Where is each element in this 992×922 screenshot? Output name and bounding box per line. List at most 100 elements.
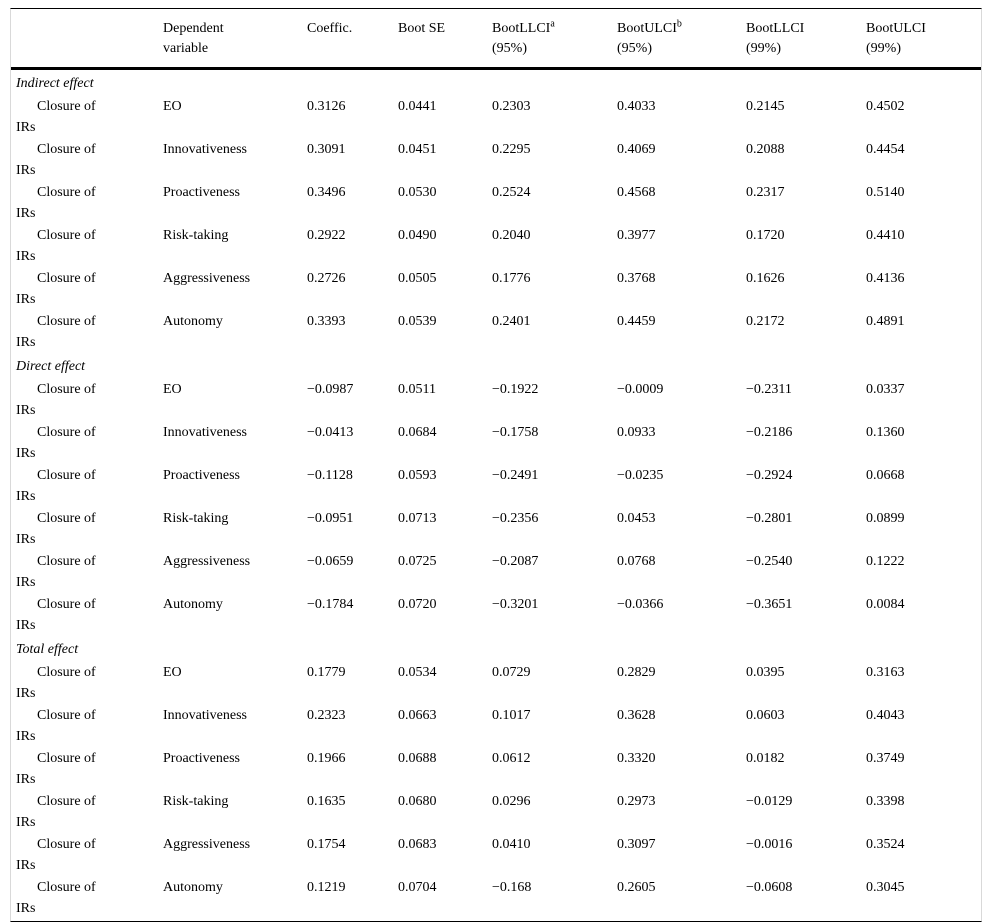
predictor-cell: Closure of IRs	[16, 880, 96, 916]
predictor-cell: Closure of IRs	[16, 554, 96, 590]
dependent-variable-cell: Innovativeness	[163, 142, 247, 157]
dependent-variable-cell: Autonomy	[163, 880, 223, 895]
bootulci-95-value: −0.0235	[617, 468, 664, 483]
section-header-row: Total effect	[11, 636, 981, 661]
dependent-variable-cell: Innovativeness	[163, 708, 247, 723]
bootllci-99-value: −0.0129	[746, 794, 793, 809]
predictor-cell: Closure of IRs	[16, 708, 96, 744]
column-header-ci-level: (99%)	[866, 41, 901, 56]
bootulci-95-value: −0.0009	[617, 382, 664, 397]
bootllci-99-value: −0.0608	[746, 880, 793, 895]
column-header-ci-level: (99%)	[746, 41, 781, 56]
predictor-cell: Closure of IRs	[16, 511, 96, 547]
bootllci-99-value: −0.2311	[746, 382, 792, 397]
section-label: Indirect effect	[16, 76, 94, 91]
bootllci-95-value: 0.2401	[492, 314, 531, 329]
table-row: Closure of IRs Proactiveness 0.3496 0.0530 0…	[11, 181, 981, 224]
bootllci-95-value: −0.1922	[492, 382, 539, 397]
column-header-bootllci-95: BootLLCIa (95%)	[487, 9, 612, 70]
bootllci-99-value: 0.2145	[746, 99, 785, 114]
coefficient-value: 0.1754	[307, 837, 346, 852]
bootulci-95-value: 0.3628	[617, 708, 656, 723]
coefficient-value: 0.2726	[307, 271, 346, 286]
bootulci-99-value: 0.3398	[866, 794, 905, 809]
bootulci-95-value: 0.3320	[617, 751, 656, 766]
predictor-cell: Closure of IRs	[16, 142, 96, 178]
bootulci-95-value: 0.4033	[617, 99, 656, 114]
table-row: Closure of IRs Aggressiveness 0.1754 0.0683…	[11, 833, 981, 876]
boot-se-value: 0.0680	[398, 794, 437, 809]
predictor-cell: Closure of IRs	[16, 228, 96, 264]
coefficient-value: 0.2323	[307, 708, 346, 723]
boot-se-value: 0.0713	[398, 511, 437, 526]
bootulci-99-value: 0.3163	[866, 665, 905, 680]
bootllci-99-value: 0.0603	[746, 708, 785, 723]
bootulci-99-value: 0.1222	[866, 554, 905, 569]
bootulci-99-value: 0.4891	[866, 314, 905, 329]
boot-se-value: 0.0704	[398, 880, 437, 895]
table-row: Closure of IRs Proactiveness −0.1128 0.0593…	[11, 464, 981, 507]
header-row: Dependent variable Coeffic. Boot SE Boot…	[11, 9, 981, 70]
bootllci-99-value: −0.2186	[746, 425, 793, 440]
dependent-variable-cell: EO	[163, 99, 182, 114]
column-header-bootulci-95: BootULCIb (95%)	[612, 9, 741, 70]
coefficient-value: 0.1219	[307, 880, 346, 895]
column-header-label: Coeffic.	[307, 21, 353, 36]
boot-se-value: 0.0511	[398, 382, 436, 397]
column-header-label: Boot SE	[398, 21, 446, 36]
bootulci-99-value: 0.0668	[866, 468, 905, 483]
boot-se-value: 0.0683	[398, 837, 437, 852]
column-header-label: Dependent variable	[163, 21, 224, 56]
bootulci-95-value: 0.0453	[617, 511, 656, 526]
table-row: Closure of IRs Autonomy 0.1219 0.0704 −0.168…	[11, 876, 981, 921]
bootllci-95-value: 0.0410	[492, 837, 531, 852]
dependent-variable-cell: EO	[163, 382, 182, 397]
column-header-label: BootLLCI	[746, 21, 805, 36]
bootulci-95-value: 0.0768	[617, 554, 656, 569]
dependent-variable-cell: Risk-taking	[163, 794, 229, 809]
coefficient-value: 0.1779	[307, 665, 346, 680]
boot-se-value: 0.0451	[398, 142, 437, 157]
boot-se-value: 0.0684	[398, 425, 437, 440]
effects-table-frame: Dependent variable Coeffic. Boot SE Boot…	[10, 8, 982, 922]
predictor-cell: Closure of IRs	[16, 794, 96, 830]
coefficient-value: −0.0951	[307, 511, 354, 526]
column-header-label: BootULCI	[617, 21, 677, 36]
table-row: Closure of IRs Aggressiveness 0.2726 0.0505…	[11, 267, 981, 310]
bootulci-95-value: 0.2973	[617, 794, 656, 809]
table-row: Closure of IRs Innovativeness 0.3091 0.0451…	[11, 138, 981, 181]
column-header-bootllci-99: BootLLCI (99%)	[741, 9, 861, 70]
bootulci-99-value: 0.4454	[866, 142, 905, 157]
coefficient-value: −0.1784	[307, 597, 354, 612]
bootulci-99-value: 0.3749	[866, 751, 905, 766]
bootllci-95-value: 0.0729	[492, 665, 531, 680]
coefficient-value: −0.0413	[307, 425, 354, 440]
bootllci-99-value: −0.2801	[746, 511, 793, 526]
table-row: Closure of IRs Risk-taking 0.1635 0.0680 0.0…	[11, 790, 981, 833]
table-row: Closure of IRs Proactiveness 0.1966 0.0688 0…	[11, 747, 981, 790]
bootulci-95-value: 0.0933	[617, 425, 656, 440]
bootllci-95-value: 0.1776	[492, 271, 531, 286]
dependent-variable-cell: Proactiveness	[163, 751, 240, 766]
boot-se-value: 0.0530	[398, 185, 437, 200]
predictor-cell: Closure of IRs	[16, 665, 96, 701]
bootllci-95-value: −0.2356	[492, 511, 539, 526]
bootulci-99-value: 0.3045	[866, 880, 905, 895]
dependent-variable-cell: Aggressiveness	[163, 554, 251, 569]
dependent-variable-cell: Proactiveness	[163, 468, 240, 483]
coefficient-value: 0.3393	[307, 314, 346, 329]
column-header-empty	[11, 9, 158, 70]
table-row: Closure of IRs Autonomy 0.3393 0.0539 0.2401…	[11, 310, 981, 353]
boot-se-value: 0.0490	[398, 228, 437, 243]
boot-se-value: 0.0593	[398, 468, 437, 483]
coefficient-value: −0.0987	[307, 382, 354, 397]
column-header-bootulci-99: BootULCI (99%)	[861, 9, 981, 70]
table-row: Closure of IRs EO 0.1779 0.0534 0.0729 0.2829…	[11, 661, 981, 704]
table-row: Closure of IRs EO 0.3126 0.0441 0.2303 0.4033…	[11, 95, 981, 138]
bootllci-99-value: 0.0182	[746, 751, 785, 766]
section-label: Direct effect	[16, 359, 86, 374]
predictor-cell: Closure of IRs	[16, 314, 96, 350]
bootllci-95-value: −0.3201	[492, 597, 539, 612]
dependent-variable-cell: Autonomy	[163, 314, 223, 329]
bootstrap-effects-table: Dependent variable Coeffic. Boot SE Boot…	[11, 9, 981, 921]
